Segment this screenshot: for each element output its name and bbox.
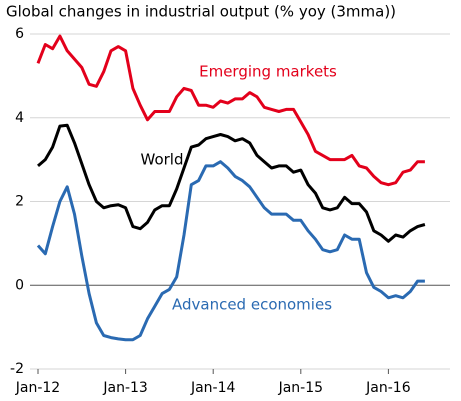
series-line [37, 123, 426, 243]
series-label: Advanced economies [172, 296, 332, 314]
y-tick-label: 6 [15, 26, 24, 42]
series-line [36, 34, 425, 187]
x-tick-label: Jan-13 [102, 380, 147, 396]
y-tick-label: 4 [15, 110, 24, 126]
x-tick-label: Jan-15 [278, 380, 323, 396]
chart-title: Global changes in industrial output (% y… [6, 3, 396, 21]
series-label: World [141, 151, 184, 169]
series-line [36, 160, 425, 342]
x-tick-label: Jan-12 [15, 380, 60, 396]
x-tick-label: Jan-14 [190, 380, 236, 396]
y-tick-label: -2 [10, 361, 24, 377]
x-tick-label: Jan-16 [365, 380, 411, 396]
y-tick-label: 2 [15, 194, 24, 210]
y-tick-label: 0 [15, 277, 24, 293]
series-label: Emerging markets [199, 63, 337, 81]
